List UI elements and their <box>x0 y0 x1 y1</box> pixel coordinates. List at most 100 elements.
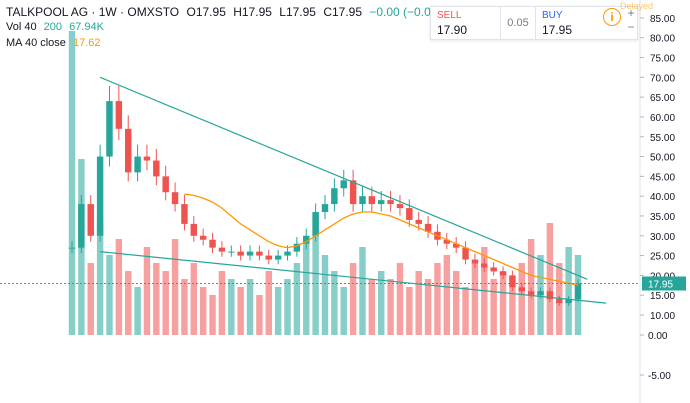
volume-bar <box>106 255 113 335</box>
sell-button[interactable]: SELL 17.90 <box>431 7 501 39</box>
price-tick-label: 80.00 <box>650 34 675 45</box>
delayed-label: Delayed <box>620 1 654 11</box>
candle-body <box>303 235 310 244</box>
candle-body <box>490 267 497 272</box>
volume-bar <box>331 271 338 335</box>
price-tick-label: 65.00 <box>650 93 675 104</box>
candle-body <box>546 291 554 300</box>
ohlc-close: C17.95 <box>323 5 363 19</box>
candle-body <box>424 223 432 232</box>
candle-body <box>106 101 113 157</box>
price-tick-label: 50.00 <box>650 153 675 164</box>
buy-value: 17.95 <box>542 23 573 37</box>
candle-body <box>565 299 572 304</box>
zoom-in-button[interactable]: + <box>627 6 635 20</box>
symbol-legend: TALKPOOL AG · 1W · OMXSTO O17.95 H17.95 … <box>6 5 456 19</box>
volume-bar <box>518 263 525 335</box>
candle-body <box>171 192 179 205</box>
spread-value: 0.05 <box>507 17 529 29</box>
volume-bar <box>96 223 104 335</box>
candle-body <box>349 180 357 205</box>
volume-bar <box>246 279 254 335</box>
price-tick-label: 60.00 <box>650 113 675 124</box>
price-tick-label: 10.00 <box>650 311 675 322</box>
volume-bar <box>181 279 188 335</box>
candle-body <box>190 223 198 236</box>
candle-body <box>284 251 291 256</box>
candle-body <box>378 200 385 205</box>
volume-bar <box>424 279 432 335</box>
volume-bar <box>171 239 179 335</box>
candle-body <box>162 176 169 193</box>
info-icon[interactable]: i <box>603 8 621 26</box>
volume-bar <box>190 263 198 335</box>
volume-bar <box>490 279 497 335</box>
price-tick-label: 40.00 <box>650 192 675 203</box>
candle-body <box>218 247 226 252</box>
volume-period: 200 <box>43 21 63 33</box>
buy-button[interactable]: BUY 17.95 <box>535 7 637 39</box>
price-tick-label: 55.00 <box>650 133 675 144</box>
candle-body <box>387 200 394 205</box>
volume-bar <box>143 247 151 335</box>
volume-bar <box>115 239 123 335</box>
volume-bar <box>462 287 469 335</box>
candle-body <box>256 251 263 256</box>
sell-label: SELL <box>437 10 462 21</box>
volume-bar <box>415 271 422 335</box>
candle-body <box>509 275 516 288</box>
volume-bar <box>434 263 441 335</box>
price-tick-label: 75.00 <box>650 54 675 65</box>
volume-bar <box>499 271 507 335</box>
trendline <box>99 76 588 280</box>
candle-body <box>293 243 301 252</box>
candle-body <box>143 156 151 161</box>
candle-body <box>406 208 413 220</box>
volume-bar <box>162 271 169 335</box>
last-price-tag <box>642 276 686 291</box>
candle-body <box>452 243 460 248</box>
ohlc-open: O17.95 <box>186 5 226 19</box>
candle-body <box>199 235 207 240</box>
candle-body <box>228 251 235 253</box>
volume-bar <box>565 247 572 335</box>
volume-bar <box>153 263 160 335</box>
zoom-out-button[interactable]: − <box>627 20 635 34</box>
candle-body <box>368 196 376 205</box>
candle-body <box>462 247 469 260</box>
candle-body <box>518 287 525 292</box>
candle-body <box>96 156 104 236</box>
candle-body <box>527 291 535 296</box>
volume-bar <box>237 287 244 335</box>
price-tick-label: 25.00 <box>650 252 675 263</box>
price-tick-label: 15.00 <box>650 291 675 302</box>
volume-tick-label: 0.00 <box>648 331 668 342</box>
candle-body <box>246 251 254 256</box>
volume-bar <box>68 31 76 335</box>
volume-value: 67.94K <box>69 21 104 33</box>
volume-bar <box>406 287 413 335</box>
volume-bar <box>340 287 347 335</box>
candle-body <box>415 219 422 224</box>
candle-body <box>115 101 123 129</box>
volume-bar <box>284 279 291 335</box>
volume-bar <box>387 279 394 335</box>
volume-bar <box>471 263 479 335</box>
candle-body <box>556 299 563 304</box>
candle-body <box>471 259 479 264</box>
buy-label: BUY <box>542 10 563 21</box>
candle-body <box>274 255 282 260</box>
volume-bar <box>218 271 226 335</box>
candle-body <box>574 283 582 300</box>
volume-bar <box>228 279 235 335</box>
candle-body <box>134 156 141 173</box>
candle-body <box>209 239 216 248</box>
candle-body <box>68 247 76 249</box>
candle-body <box>312 212 319 236</box>
candle-body <box>499 271 507 276</box>
moving-average-line <box>184 193 579 286</box>
ohlc-low: L17.95 <box>279 5 316 19</box>
volume-bar <box>368 279 376 335</box>
candle-body <box>359 196 366 205</box>
